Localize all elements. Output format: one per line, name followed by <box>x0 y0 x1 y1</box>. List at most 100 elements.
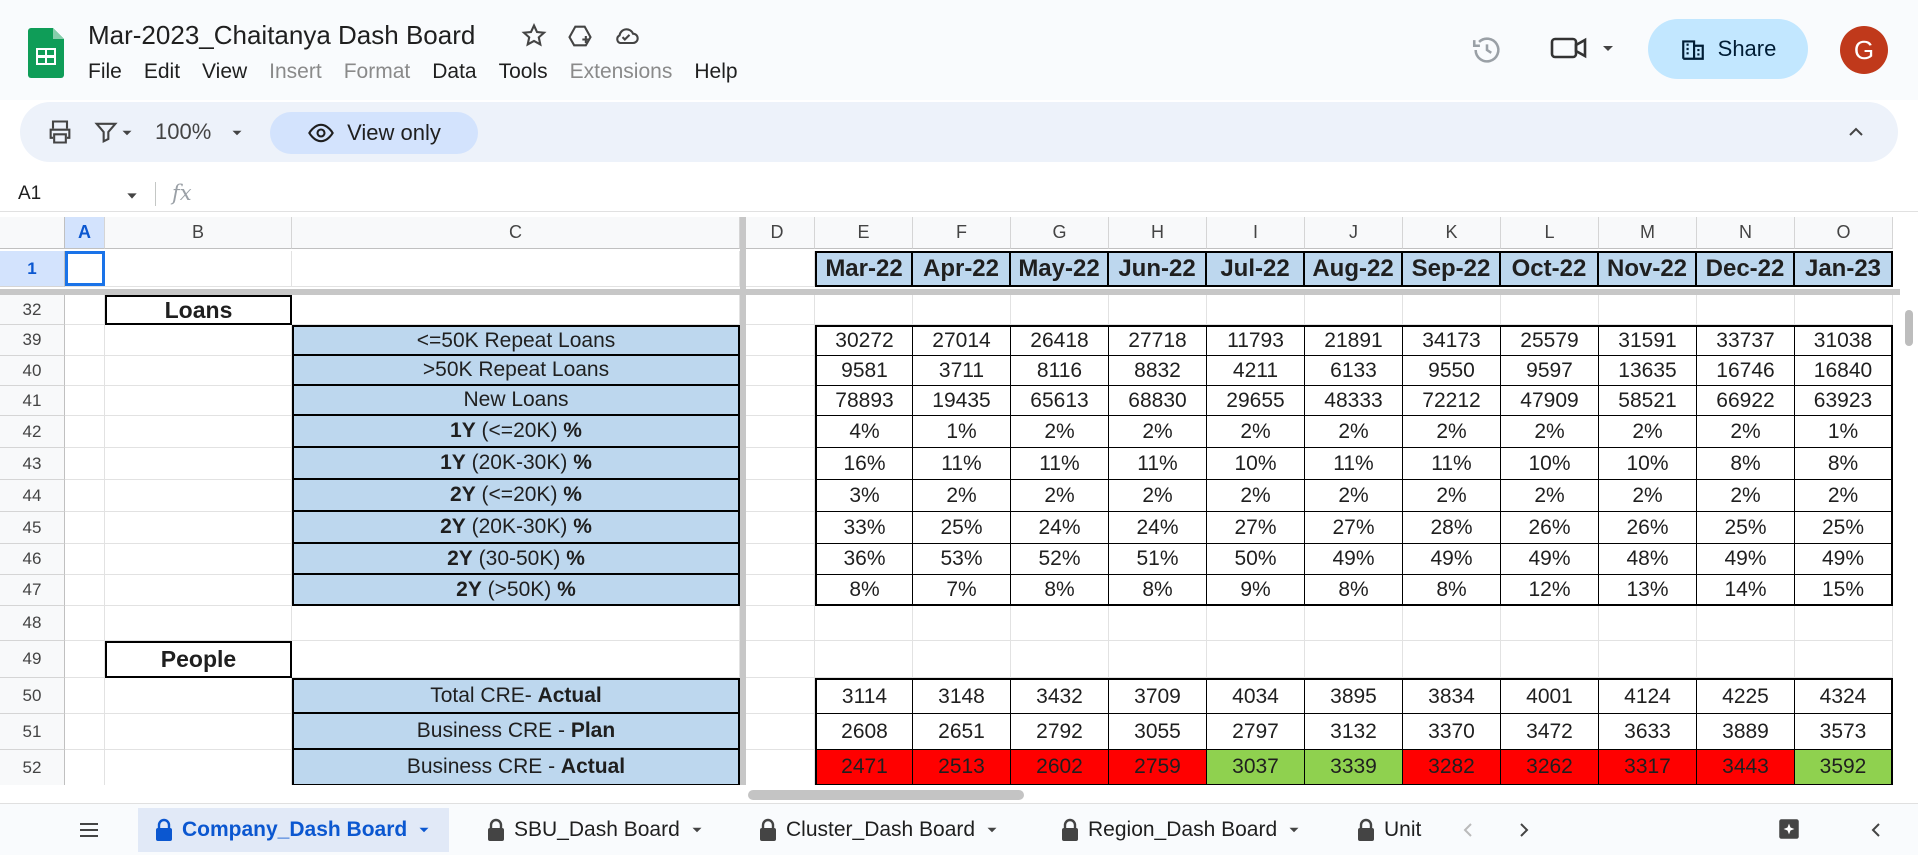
row-label-cell[interactable]: Business CRE - Actual <box>292 750 740 785</box>
value-cell[interactable]: 2% <box>1403 480 1501 512</box>
value-cell[interactable]: 21891 <box>1305 325 1403 356</box>
value-cell[interactable]: 3709 <box>1109 678 1207 714</box>
column-header-n[interactable]: N <box>1697 217 1795 249</box>
row-label-cell[interactable]: <=50K Repeat Loans <box>292 325 740 356</box>
value-cell[interactable]: 68830 <box>1109 386 1207 416</box>
menu-extensions[interactable]: Extensions <box>569 60 673 83</box>
zoom-select[interactable]: 100% <box>155 119 212 144</box>
section-header-people[interactable]: People <box>105 641 292 678</box>
value-cell[interactable]: 34173 <box>1403 325 1501 356</box>
cell[interactable] <box>1109 295 1207 325</box>
explore-icon[interactable] <box>1776 816 1802 842</box>
filter-icon[interactable] <box>92 118 120 146</box>
value-cell[interactable]: 2% <box>1011 480 1109 512</box>
value-cell[interactable]: 11% <box>1305 448 1403 480</box>
value-cell[interactable]: 3472 <box>1501 714 1599 750</box>
value-cell[interactable]: 11% <box>1403 448 1501 480</box>
cell[interactable] <box>740 386 815 416</box>
menu-file[interactable]: File <box>88 60 122 83</box>
row-label-cell[interactable]: 1Y (<=20K) % <box>292 416 740 448</box>
cell[interactable] <box>292 251 740 287</box>
value-cell[interactable]: 3443 <box>1697 750 1795 785</box>
month-header-cell[interactable]: Jan-23 <box>1795 251 1893 287</box>
row-header-39[interactable]: 39 <box>0 325 65 356</box>
cell[interactable] <box>1697 295 1795 325</box>
cell[interactable] <box>1011 641 1109 678</box>
value-cell[interactable]: 2608 <box>815 714 913 750</box>
value-cell[interactable]: 19435 <box>913 386 1011 416</box>
value-cell[interactable]: 27014 <box>913 325 1011 356</box>
document-title[interactable]: Mar-2023_Chaitanya Dash Board <box>88 20 476 50</box>
value-cell[interactable]: 72212 <box>1403 386 1501 416</box>
cell[interactable] <box>913 606 1011 641</box>
column-header-b[interactable]: B <box>105 217 292 249</box>
row-header-52[interactable]: 52 <box>0 750 65 785</box>
cell[interactable] <box>105 606 292 641</box>
menu-edit[interactable]: Edit <box>143 60 181 83</box>
month-header-cell[interactable]: Nov-22 <box>1599 251 1697 287</box>
print-icon[interactable] <box>46 118 74 146</box>
meet-button[interactable] <box>1550 33 1620 63</box>
value-cell[interactable]: 3339 <box>1305 750 1403 785</box>
value-cell[interactable]: 2% <box>1795 480 1893 512</box>
cell[interactable] <box>740 575 815 606</box>
chevron-down-icon[interactable] <box>1285 821 1303 839</box>
cell[interactable] <box>740 714 815 750</box>
cell[interactable] <box>740 750 815 785</box>
value-cell[interactable]: 12% <box>1501 575 1599 606</box>
select-all-corner[interactable] <box>0 217 65 249</box>
cell[interactable] <box>1697 641 1795 678</box>
cell[interactable] <box>1403 606 1501 641</box>
cell[interactable] <box>1795 606 1893 641</box>
value-cell[interactable]: 2% <box>1109 480 1207 512</box>
version-history-icon[interactable] <box>1470 33 1504 67</box>
value-cell[interactable]: 2% <box>913 480 1011 512</box>
value-cell[interactable]: 2% <box>1403 416 1501 448</box>
cell[interactable] <box>740 544 815 575</box>
value-cell[interactable]: 8% <box>1697 448 1795 480</box>
cell[interactable] <box>105 356 292 386</box>
value-cell[interactable]: 10% <box>1501 448 1599 480</box>
value-cell[interactable]: 2602 <box>1011 750 1109 785</box>
value-cell[interactable]: 1% <box>913 416 1011 448</box>
value-cell[interactable]: 3114 <box>815 678 913 714</box>
value-cell[interactable]: 3432 <box>1011 678 1109 714</box>
cell[interactable] <box>105 416 292 448</box>
cell[interactable] <box>1599 606 1697 641</box>
avatar[interactable]: G <box>1840 26 1888 74</box>
value-cell[interactable]: 4124 <box>1599 678 1697 714</box>
row-header-32[interactable]: 32 <box>0 295 65 325</box>
cell[interactable] <box>1109 641 1207 678</box>
value-cell[interactable]: 48% <box>1599 544 1697 575</box>
value-cell[interactable]: 3633 <box>1599 714 1697 750</box>
value-cell[interactable]: 2% <box>1599 416 1697 448</box>
cell[interactable] <box>815 606 913 641</box>
value-cell[interactable]: 3262 <box>1501 750 1599 785</box>
menu-insert[interactable]: Insert <box>269 60 322 83</box>
value-cell[interactable]: 8% <box>815 575 913 606</box>
name-box-dropdown-icon[interactable] <box>124 188 140 204</box>
month-header-cell[interactable]: Mar-22 <box>815 251 913 287</box>
cell[interactable] <box>65 325 105 356</box>
value-cell[interactable]: 13% <box>1599 575 1697 606</box>
value-cell[interactable]: 2% <box>1011 416 1109 448</box>
freeze-divider-horizontal[interactable] <box>0 289 1900 295</box>
cell[interactable] <box>740 641 815 678</box>
value-cell[interactable]: 58521 <box>1599 386 1697 416</box>
row-header-50[interactable]: 50 <box>0 678 65 714</box>
cell[interactable] <box>740 295 815 325</box>
cell[interactable] <box>1207 641 1305 678</box>
cell[interactable] <box>1795 641 1893 678</box>
value-cell[interactable]: 2% <box>1305 416 1403 448</box>
chevron-down-icon[interactable] <box>688 821 706 839</box>
zoom-dropdown-icon[interactable] <box>228 124 246 142</box>
cell[interactable] <box>1305 641 1403 678</box>
column-header-e[interactable]: E <box>815 217 913 249</box>
cell[interactable] <box>105 448 292 480</box>
chevron-down-icon[interactable] <box>415 821 433 839</box>
value-cell[interactable]: 49% <box>1305 544 1403 575</box>
value-cell[interactable]: 3889 <box>1697 714 1795 750</box>
row-header-40[interactable]: 40 <box>0 356 65 386</box>
value-cell[interactable]: 36% <box>815 544 913 575</box>
cell[interactable] <box>65 575 105 606</box>
